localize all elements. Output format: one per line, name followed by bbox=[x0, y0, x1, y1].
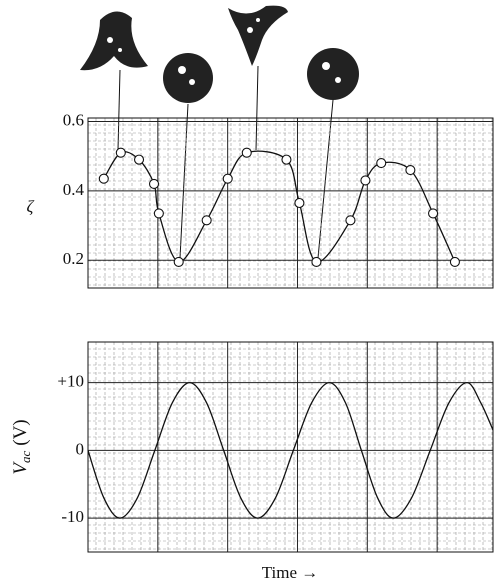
point bbox=[406, 166, 415, 175]
point bbox=[223, 174, 232, 183]
shape-icons bbox=[80, 6, 359, 103]
y-axis-label-sub: ac bbox=[18, 451, 33, 464]
y-tick-label: 0.2 bbox=[63, 249, 84, 268]
point bbox=[116, 148, 125, 157]
point bbox=[450, 257, 459, 266]
y-axis-label: Vac(V) bbox=[10, 419, 33, 474]
point bbox=[429, 209, 438, 218]
point bbox=[361, 176, 370, 185]
point bbox=[154, 209, 163, 218]
chart: 0.20.40.6ζ-100+10Vac(V)Time → bbox=[0, 0, 494, 586]
point bbox=[346, 216, 355, 225]
point bbox=[99, 174, 108, 183]
point bbox=[202, 216, 211, 225]
point bbox=[312, 257, 321, 266]
plot-frame bbox=[88, 118, 493, 288]
y-tick-label: -10 bbox=[61, 507, 84, 526]
y-axis-label-unit: (V) bbox=[10, 419, 31, 445]
y-tick-label: 0.6 bbox=[63, 110, 84, 129]
point bbox=[295, 199, 304, 208]
point bbox=[282, 155, 291, 164]
plot-frame bbox=[88, 342, 493, 552]
x-axis-label: Time → bbox=[262, 563, 319, 582]
y-tick-label: +10 bbox=[57, 372, 84, 391]
y-axis-label: ζ bbox=[27, 197, 35, 216]
y-tick-label: 0 bbox=[76, 439, 85, 458]
y-tick-label: 0.4 bbox=[63, 180, 85, 199]
point bbox=[135, 155, 144, 164]
point bbox=[174, 257, 183, 266]
point bbox=[242, 148, 251, 157]
point bbox=[377, 159, 386, 168]
point bbox=[150, 179, 159, 188]
